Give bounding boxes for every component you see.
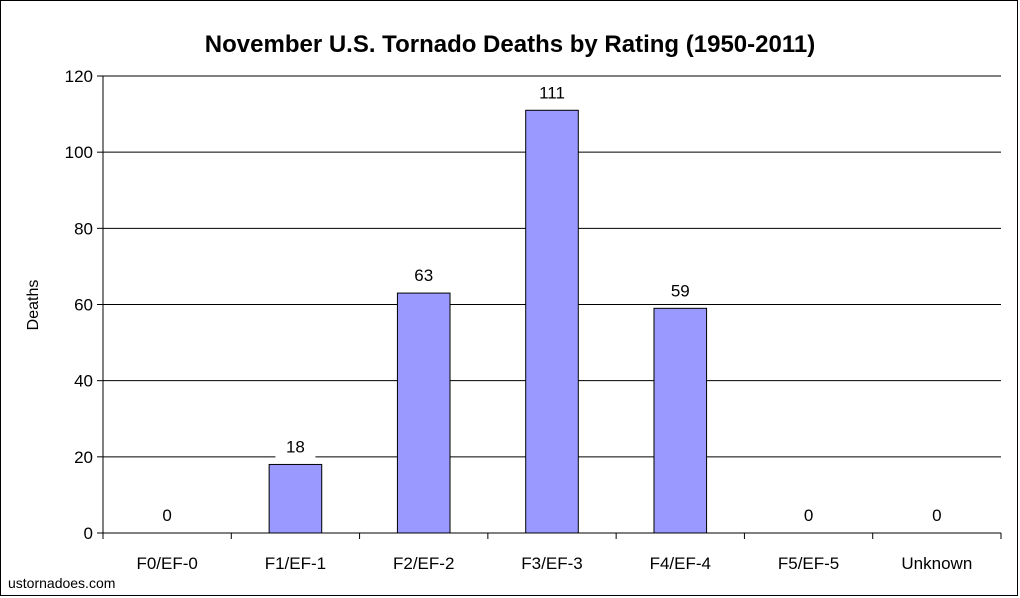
y-axis-label: Deaths (25, 280, 42, 331)
bar (653, 307, 708, 534)
data-label: 0 (162, 506, 171, 525)
x-tick-label: F0/EF-0 (136, 554, 197, 573)
y-tick-label: 0 (84, 524, 93, 543)
bars (268, 109, 708, 534)
data-label: 63 (414, 266, 433, 285)
data-label: 18 (286, 437, 305, 456)
data-label-background (788, 503, 829, 527)
bar (268, 463, 323, 534)
x-tick-label: F1/EF-1 (265, 554, 326, 573)
axes (102, 76, 1001, 534)
data-label: 0 (932, 506, 941, 525)
y-tick-label: 20 (74, 448, 93, 467)
data-label: 111 (539, 83, 565, 102)
y-tick-label: 40 (74, 372, 93, 391)
y-tick-label: 60 (74, 296, 93, 315)
data-label-background (147, 503, 188, 527)
y-tick-label: 120 (65, 67, 93, 86)
data-label-background (532, 80, 572, 105)
x-tick-label: F2/EF-2 (393, 554, 454, 573)
data-label-background (916, 503, 957, 527)
bar (396, 292, 451, 534)
x-axis-ticks: F0/EF-0 F1/EF-1 F2/EF-2 F3/EF-3 F4/EF-4 F5/EF… (102, 533, 1002, 573)
x-tick-label: Unknown (901, 554, 972, 573)
data-labels: 0 18 63 111 59 0 0 (147, 80, 957, 527)
y-tick-label: 80 (74, 219, 93, 238)
data-label: 0 (804, 506, 813, 525)
data-label: 59 (671, 281, 690, 300)
y-tick-label: 100 (65, 143, 93, 162)
bar (525, 109, 579, 534)
chart-title: November U.S. Tornado Deaths by Rating (… (205, 31, 815, 58)
x-tick-label: F3/EF-3 (521, 554, 582, 573)
x-tick-label: F4/EF-4 (650, 554, 711, 573)
x-tick-label: F5/EF-5 (778, 554, 839, 573)
y-axis-ticks: 0 20 40 60 80 100 120 (65, 67, 103, 543)
source-credit: ustornadoes.com (8, 575, 115, 591)
data-label-background (660, 278, 701, 303)
data-label-background (275, 434, 316, 459)
data-label-background (403, 263, 444, 288)
